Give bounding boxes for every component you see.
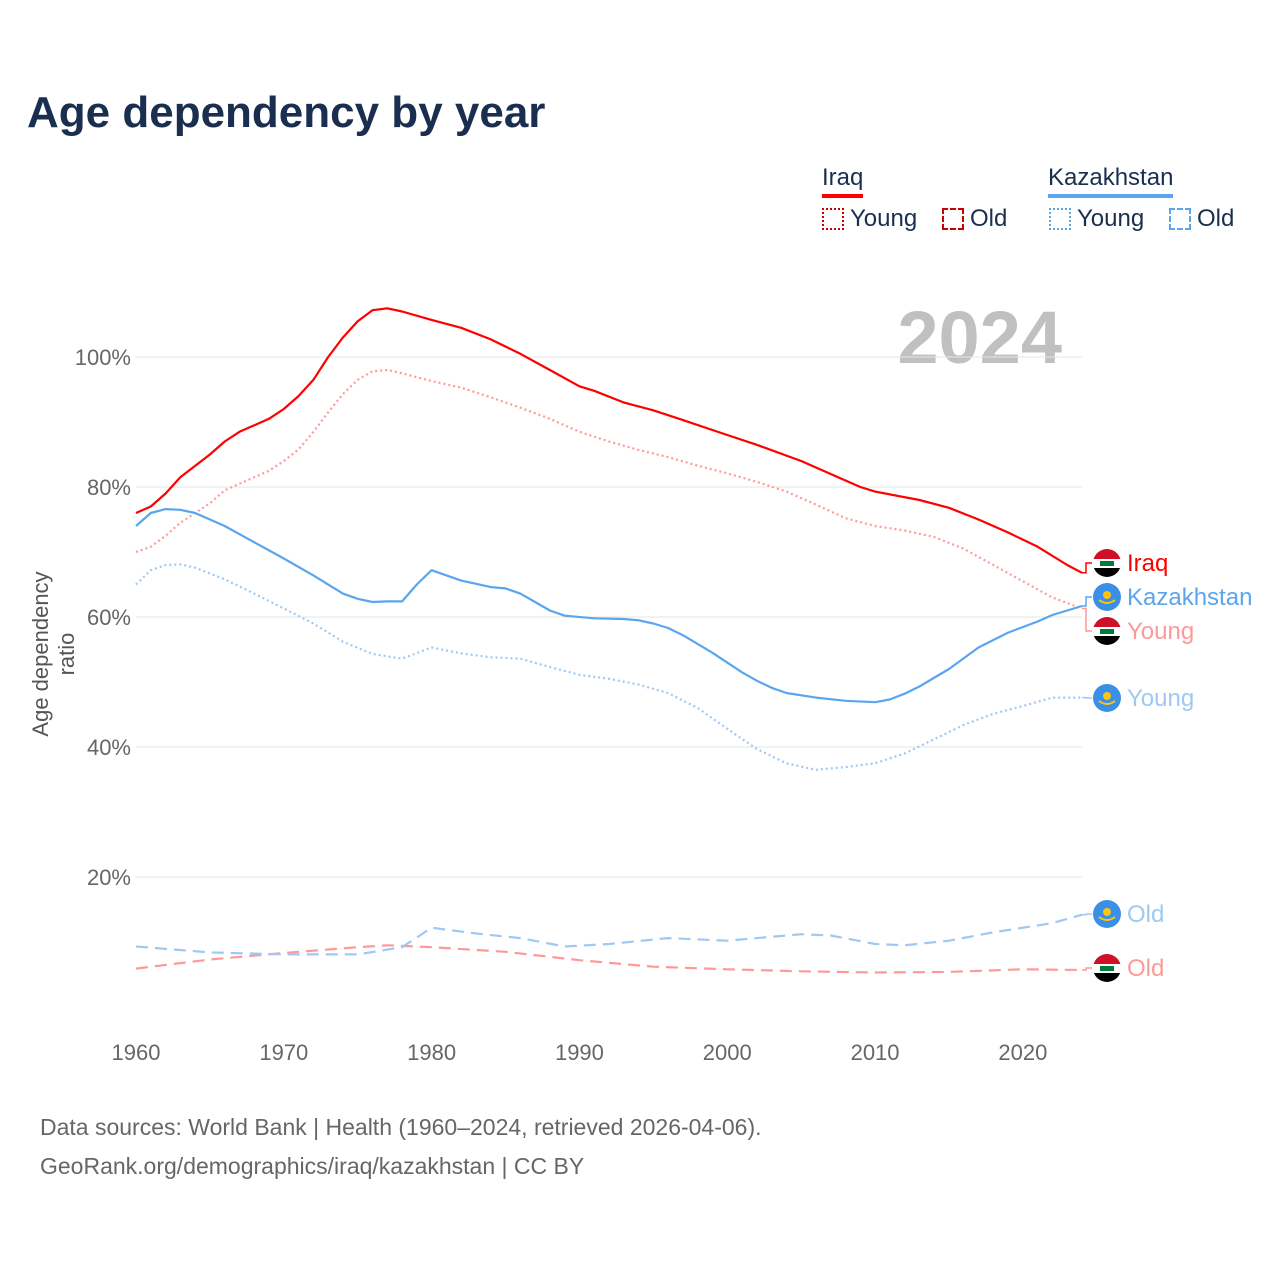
legend-iraq-young[interactable]: Young [822, 205, 917, 233]
iraq-flag-icon [1093, 954, 1121, 982]
dashed-swatch-icon [942, 208, 964, 230]
flag-script [1100, 966, 1114, 971]
label-connector [1082, 607, 1092, 632]
label-connector [1082, 967, 1092, 971]
label-connector [1082, 562, 1092, 574]
dotted-swatch-icon [822, 208, 844, 230]
flag-eagle [1098, 916, 1116, 921]
y-tick-label: 20% [87, 865, 131, 890]
legend-label: Old [970, 205, 1008, 232]
flag-eagle [1098, 599, 1116, 604]
legend-label: Old [1197, 205, 1235, 232]
series-line-kazakhstan [135, 508, 1083, 704]
series-end-label: Kazakhstan [1127, 584, 1252, 611]
flag-script [1100, 629, 1114, 634]
x-tick-label: 1970 [259, 1040, 308, 1065]
legend-label: Young [1077, 205, 1145, 232]
flag-red [1093, 617, 1121, 627]
flag-script [1100, 561, 1114, 566]
kazakhstan-flag-icon [1093, 684, 1121, 712]
kazakhstan-flag-icon [1093, 900, 1121, 928]
label-connector [1082, 913, 1092, 916]
series-end-label: Old [1127, 901, 1164, 928]
legend-kazakhstan-old[interactable]: Old [1169, 205, 1234, 233]
series-line-iraq-young [135, 368, 1083, 610]
series-end-label: Young [1127, 618, 1194, 645]
y-tick-label: 60% [87, 605, 131, 630]
legend-iraq-old[interactable]: Old [942, 205, 1007, 233]
legend-label: Young [850, 205, 918, 232]
legend-iraq[interactable]: Iraq [822, 164, 864, 198]
iraq-flag-icon [1093, 617, 1121, 645]
x-tick-label: 1990 [555, 1040, 604, 1065]
x-tick-label: 2020 [998, 1040, 1047, 1065]
y-tick-label: 40% [87, 735, 131, 760]
legend-kazakhstan[interactable]: Kazakhstan [1048, 164, 1174, 198]
y-tick-label: 80% [87, 475, 131, 500]
kazakhstan-flag-icon [1093, 583, 1121, 611]
series-line-iraq-old [135, 944, 1083, 974]
flag-stripes [1093, 954, 1121, 982]
flag-sun [1103, 692, 1111, 700]
flag-sun [1103, 591, 1111, 599]
footer-sources: Data sources: World Bank | Health (1960–… [40, 1114, 762, 1140]
flag-stripes [1093, 549, 1121, 577]
chart-title: Age dependency by year [27, 88, 546, 137]
series-line-kazakhstan-old [135, 913, 1083, 956]
label-connector [1082, 596, 1092, 607]
flag-stripes [1093, 617, 1121, 645]
x-tick-label: 2010 [851, 1040, 900, 1065]
series-end-label: Young [1127, 685, 1194, 712]
x-tick-label: 1960 [112, 1040, 161, 1065]
dashed-swatch-icon [1169, 208, 1191, 230]
x-tick-label: 2000 [703, 1040, 752, 1065]
flag-sun [1103, 908, 1111, 916]
series-end-label: Iraq [1127, 550, 1168, 577]
footer-link[interactable]: GeoRank.org/demographics/iraq/kazakhstan… [40, 1153, 585, 1179]
flag-black [1093, 973, 1121, 982]
x-tick-label: 1980 [407, 1040, 456, 1065]
legend-kazakhstan-young[interactable]: Young [1049, 205, 1144, 233]
flag-black [1093, 636, 1121, 645]
series-line-iraq [135, 307, 1083, 574]
flag-eagle [1098, 700, 1116, 705]
flag-red [1093, 954, 1121, 964]
flag-red [1093, 549, 1121, 559]
iraq-flag-icon [1093, 549, 1121, 577]
series-line-kazakhstan-young [135, 563, 1082, 771]
flag-black [1093, 568, 1121, 577]
y-tick-label: 100% [75, 345, 131, 370]
series-end-label: Old [1127, 955, 1164, 982]
footer: Data sources: World Bank | Health (1960–… [40, 1108, 762, 1186]
year-watermark: 2024 [897, 296, 1062, 379]
dotted-swatch-icon [1049, 208, 1071, 230]
